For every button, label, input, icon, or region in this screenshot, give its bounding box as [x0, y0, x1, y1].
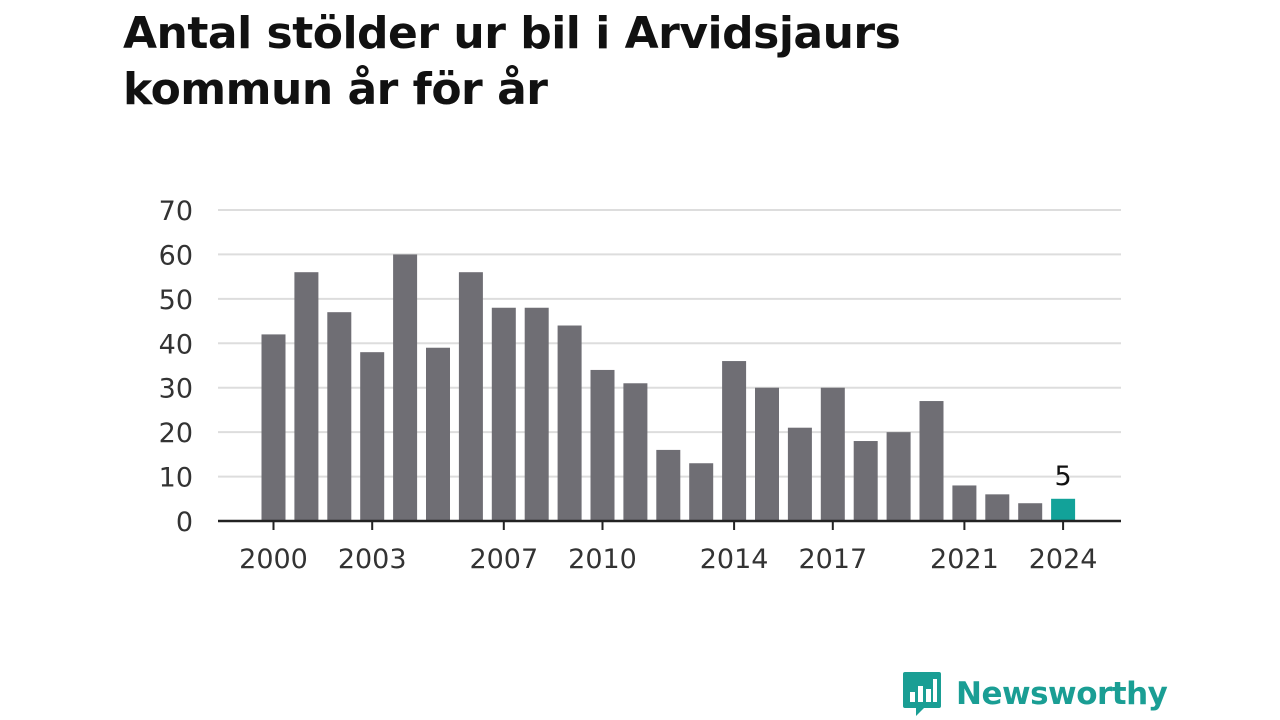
- y-tick-label: 40: [159, 329, 193, 360]
- bar: [886, 432, 911, 521]
- x-tick-label: 2021: [930, 544, 999, 575]
- y-tick-label: 60: [159, 240, 193, 271]
- grid-lines: [218, 209, 1121, 478]
- bar: [985, 494, 1010, 521]
- annotations: 5: [1055, 461, 1072, 492]
- bar: [722, 361, 747, 521]
- bar: [458, 272, 483, 521]
- bar: [294, 272, 319, 521]
- x-tick-label: 2007: [469, 544, 538, 575]
- highlight-value-label: 5: [1055, 461, 1072, 492]
- x-tick-label: 2014: [700, 544, 769, 575]
- x-axis: [218, 519, 1121, 530]
- bar: [820, 387, 845, 521]
- y-axis-labels: 0 10 20 30 40 50 60 70: [159, 196, 193, 538]
- bar: [327, 312, 352, 521]
- chart-title: Antal stölder ur bil i Arvidsjaurs kommu…: [123, 8, 901, 115]
- x-axis-labels: 2000 2003 2007 2010 2014 2017 2021 2024: [239, 544, 1097, 575]
- bar: [919, 401, 944, 521]
- bar: [590, 369, 615, 521]
- y-tick-label: 70: [159, 196, 193, 227]
- bar: [426, 347, 450, 521]
- x-tick-label: 2024: [1029, 544, 1098, 575]
- bar: [853, 441, 878, 521]
- bar: [261, 334, 286, 521]
- bar: [1018, 503, 1043, 521]
- y-tick-label: 30: [159, 374, 193, 405]
- y-tick-label: 0: [176, 507, 193, 538]
- logo-text: Newsworthy: [956, 676, 1168, 712]
- bar: [524, 307, 549, 521]
- bar: [952, 485, 977, 521]
- bars: [261, 254, 1076, 521]
- x-tick-label: 2010: [568, 544, 637, 575]
- bar: [491, 307, 516, 521]
- bar: [755, 387, 779, 521]
- bar: [689, 463, 714, 521]
- bar: [623, 383, 648, 521]
- newsworthy-logo: Newsworthy: [902, 670, 1168, 718]
- y-tick-label: 10: [159, 463, 193, 494]
- bar: [787, 427, 812, 521]
- y-tick-label: 20: [159, 418, 193, 449]
- bar: [557, 325, 582, 521]
- x-tick-label: 2003: [338, 544, 407, 575]
- x-tick-label: 2017: [798, 544, 867, 575]
- bar: [393, 254, 418, 521]
- bar: [656, 449, 681, 521]
- bar: [360, 352, 385, 521]
- bar-highlight: [1051, 498, 1076, 521]
- bar-chart-speech-bubble-icon: [903, 672, 941, 716]
- y-tick-label: 50: [159, 285, 193, 316]
- x-tick-label: 2000: [239, 544, 308, 575]
